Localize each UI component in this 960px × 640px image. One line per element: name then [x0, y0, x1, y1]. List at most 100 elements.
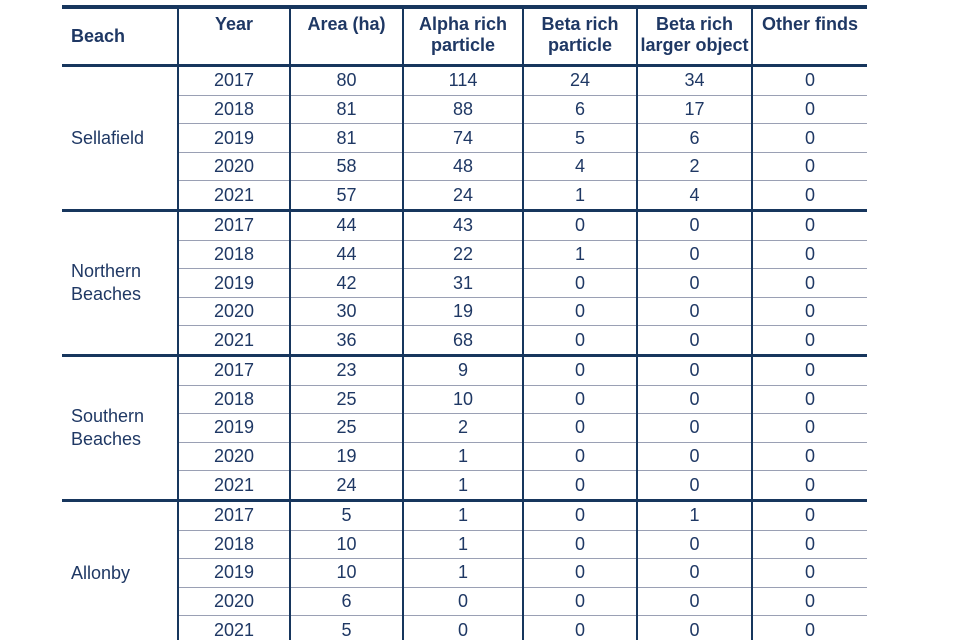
cell-other-finds: 0	[751, 586, 867, 616]
cell-area-ha: 44	[289, 239, 404, 269]
cell-beta-rich-particle: 0	[522, 296, 638, 326]
cell-beta-rich-larger-object: 0	[636, 558, 753, 588]
cell-other-finds: 0	[751, 123, 867, 153]
cell-other-finds: 0	[751, 558, 867, 588]
cell-alpha-rich-particle: 19	[402, 296, 524, 326]
cell-year: 2018	[178, 94, 291, 124]
cell-area-ha: 58	[289, 151, 404, 181]
table-row: Southern Beaches 2017 23 9 0 0 0	[62, 354, 867, 502]
cell-other-finds: 0	[751, 384, 867, 414]
cell-beta-rich-larger-object: 17	[636, 94, 753, 124]
cell-other-finds: 0	[751, 529, 867, 559]
cell-alpha-rich-particle: 1	[402, 529, 524, 559]
table-row: 2021 57 24 1 4 0	[62, 180, 867, 212]
cell-year: 2017	[177, 354, 291, 386]
cell-year: 2019	[178, 413, 291, 443]
cell-beta-rich-larger-object: 0	[636, 239, 753, 269]
table-row: Sellafield 2017 80 114 24 34 0	[62, 65, 867, 212]
cell-year: 2021	[178, 325, 291, 357]
cell-beta-rich-larger-object: 0	[636, 470, 753, 502]
cell-beta-rich-particle: 4	[522, 151, 638, 181]
cell-year: 2020	[178, 441, 291, 471]
cell-beta-rich-particle: 0	[522, 325, 638, 357]
cell-beta-rich-larger-object: 2	[636, 151, 753, 181]
cell-year: 2017	[177, 499, 291, 530]
cell-alpha-rich-particle: 1	[402, 470, 524, 502]
table-row: 2020 6 0 0 0 0	[62, 586, 867, 616]
cell-beta-rich-larger-object: 0	[636, 529, 753, 559]
column-header-area-ha: Area (ha)	[289, 7, 404, 67]
cell-beta-rich-larger-object: 6	[636, 123, 753, 153]
table-row: 2019 42 31 0 0 0	[62, 268, 867, 298]
cell-alpha-rich-particle: 1	[402, 441, 524, 471]
cell-alpha-rich-particle: 9	[402, 354, 524, 386]
cell-beta-rich-larger-object: 0	[636, 209, 753, 241]
cell-alpha-rich-particle: 48	[402, 151, 524, 181]
cell-other-finds: 0	[751, 413, 867, 443]
column-header-beta-rich-larger-object: Beta rich larger object	[636, 7, 753, 67]
table-row: 2020 30 19 0 0 0	[62, 296, 867, 326]
table-row: 2021 5 0 0 0 0	[62, 615, 867, 640]
cell-area-ha: 10	[289, 558, 404, 588]
cell-beta-rich-particle: 0	[522, 529, 638, 559]
table-row: 2019 25 2 0 0 0	[62, 413, 867, 443]
cell-other-finds: 0	[751, 354, 867, 386]
cell-year: 2019	[178, 268, 291, 298]
cell-beta-rich-particle: 0	[522, 384, 638, 414]
table-row: 2021 36 68 0 0 0	[62, 325, 867, 357]
beach-finds-table: Beach Year Area (ha) Alpha rich particle…	[62, 5, 867, 640]
beach-name-cell: Sellafield	[62, 65, 179, 212]
cell-beta-rich-particle: 0	[522, 615, 638, 640]
cell-other-finds: 0	[751, 470, 867, 502]
cell-area-ha: 24	[289, 470, 404, 502]
cell-alpha-rich-particle: 1	[402, 499, 524, 530]
cell-other-finds: 0	[751, 441, 867, 471]
cell-area-ha: 19	[289, 441, 404, 471]
cell-beta-rich-larger-object: 0	[636, 384, 753, 414]
cell-alpha-rich-particle: 88	[402, 94, 524, 124]
cell-beta-rich-larger-object: 0	[636, 268, 753, 298]
cell-beta-rich-particle: 24	[522, 65, 638, 96]
cell-other-finds: 0	[751, 209, 867, 241]
cell-alpha-rich-particle: 68	[402, 325, 524, 357]
cell-year: 2020	[178, 586, 291, 616]
cell-beta-rich-larger-object: 4	[636, 180, 753, 212]
cell-beta-rich-particle: 0	[522, 354, 638, 386]
table-row: 2018 10 1 0 0 0	[62, 529, 867, 559]
cell-year: 2017	[177, 65, 291, 96]
cell-area-ha: 5	[289, 615, 404, 640]
table-row: 2020 19 1 0 0 0	[62, 441, 867, 471]
table-row: 2018 44 22 1 0 0	[62, 239, 867, 269]
cell-area-ha: 6	[289, 586, 404, 616]
cell-beta-rich-particle: 0	[522, 470, 638, 502]
cell-alpha-rich-particle: 22	[402, 239, 524, 269]
column-header-beach: Beach	[62, 7, 179, 67]
cell-year: 2018	[178, 529, 291, 559]
cell-beta-rich-particle: 5	[522, 123, 638, 153]
cell-alpha-rich-particle: 10	[402, 384, 524, 414]
cell-area-ha: 81	[289, 123, 404, 153]
column-header-beta-rich-particle: Beta rich particle	[522, 7, 638, 67]
cell-alpha-rich-particle: 0	[402, 615, 524, 640]
cell-beta-rich-particle: 0	[522, 441, 638, 471]
cell-other-finds: 0	[751, 180, 867, 212]
cell-alpha-rich-particle: 43	[402, 209, 524, 241]
cell-beta-rich-larger-object: 0	[636, 296, 753, 326]
cell-year: 2020	[178, 296, 291, 326]
cell-area-ha: 5	[289, 499, 404, 530]
header-row: Beach Year Area (ha) Alpha rich particle…	[62, 7, 867, 67]
cell-year: 2021	[178, 180, 291, 212]
cell-alpha-rich-particle: 114	[402, 65, 524, 96]
cell-alpha-rich-particle: 2	[402, 413, 524, 443]
beach-name-cell: Northern Beaches	[62, 210, 179, 357]
cell-other-finds: 0	[751, 325, 867, 357]
cell-beta-rich-larger-object: 0	[636, 586, 753, 616]
table-row: 2018 25 10 0 0 0	[62, 384, 867, 414]
cell-alpha-rich-particle: 24	[402, 180, 524, 212]
column-header-other-finds: Other finds	[751, 7, 867, 67]
cell-alpha-rich-particle: 74	[402, 123, 524, 153]
beach-name-cell: Allonby	[62, 500, 179, 640]
cell-other-finds: 0	[751, 296, 867, 326]
cell-beta-rich-larger-object: 0	[636, 413, 753, 443]
cell-year: 2020	[178, 151, 291, 181]
